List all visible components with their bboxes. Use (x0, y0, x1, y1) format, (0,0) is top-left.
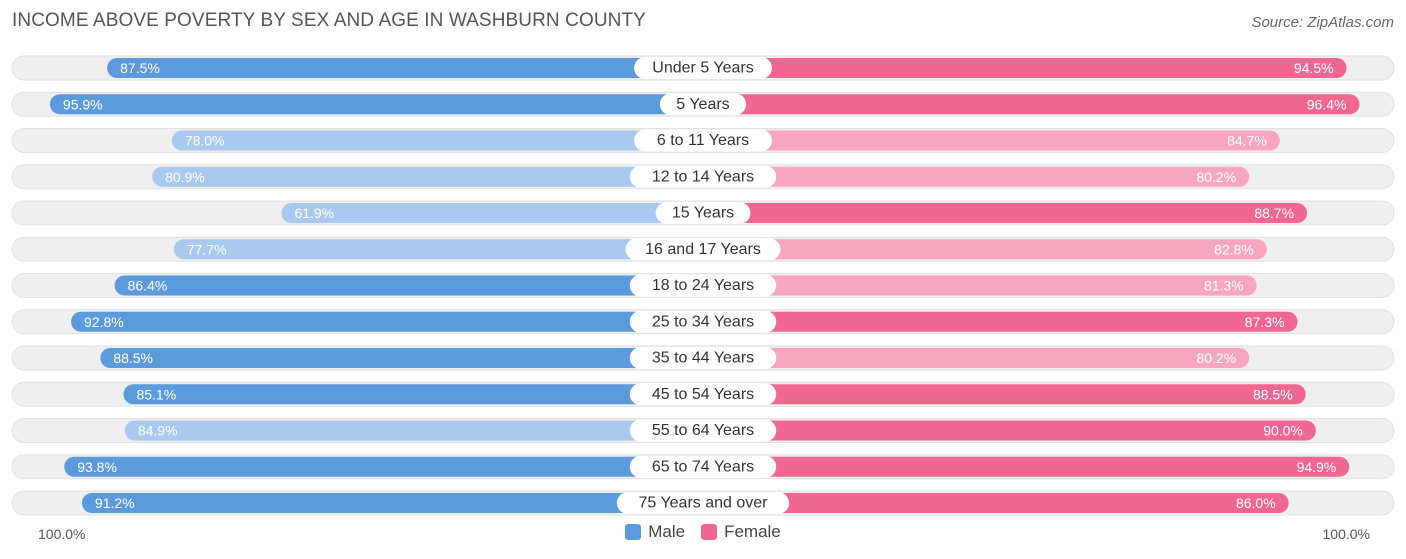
chart-source: Source: ZipAtlas.com (1251, 14, 1394, 31)
data-label-male: 87.5% (120, 60, 160, 76)
data-label-male: 80.9% (165, 169, 205, 185)
category-label-bg (629, 274, 777, 297)
bar-male (152, 166, 704, 187)
category-label-bg (629, 383, 777, 406)
bar-female (703, 166, 1250, 187)
data-label-male: 84.9% (138, 423, 178, 439)
bar-female (703, 456, 1350, 477)
category-label-bg (629, 455, 777, 478)
category-label: 65 to 74 Years (652, 458, 754, 475)
bar-female (703, 420, 1316, 441)
data-label-male: 78.0% (185, 133, 225, 149)
bar-female (703, 384, 1306, 405)
bar-female (703, 311, 1298, 332)
data-label-female: 94.9% (1297, 459, 1337, 475)
category-label: 16 and 17 Years (645, 241, 761, 258)
bar-female (703, 275, 1257, 296)
bar-female (703, 203, 1308, 223)
bar-female (703, 493, 1289, 513)
legend-item-male[interactable]: Male (625, 522, 685, 542)
bar-male (123, 384, 704, 405)
category-label-bg (634, 57, 772, 79)
data-label-female: 80.2% (1196, 169, 1236, 185)
bar-male (281, 203, 703, 223)
data-label-male: 92.8% (84, 314, 124, 330)
category-label-bg (629, 165, 777, 188)
data-label-female: 88.5% (1253, 386, 1293, 402)
bar-male (124, 420, 704, 441)
legend-label-female: Female (724, 522, 781, 541)
data-label-male: 85.1% (136, 386, 176, 402)
legend-swatch-male (625, 524, 642, 540)
data-label-male: 93.8% (77, 459, 117, 475)
bar-female (703, 348, 1250, 368)
data-label-female: 80.2% (1196, 350, 1236, 366)
bar-female (703, 94, 1360, 115)
category-label: 15 Years (672, 205, 734, 222)
category-label-bg (659, 93, 747, 116)
data-label-female: 84.7% (1227, 133, 1267, 149)
legend: Male Female (0, 522, 1406, 542)
category-label-bg (655, 202, 751, 224)
category-label-bg (629, 419, 777, 442)
data-label-female: 94.5% (1294, 60, 1334, 76)
bar-male (81, 493, 704, 513)
legend-swatch-female (701, 524, 718, 540)
category-label-bg (629, 347, 777, 369)
category-label: 25 to 34 Years (652, 313, 754, 330)
data-label-female: 81.3% (1204, 278, 1244, 294)
category-label-bg (629, 310, 777, 333)
category-label: 12 to 14 Years (652, 168, 754, 185)
bar-male (173, 239, 703, 260)
bar-male (49, 94, 703, 115)
data-label-female: 82.8% (1214, 241, 1254, 257)
bar-male (71, 311, 704, 332)
bar-female (703, 239, 1267, 260)
bar-male (114, 275, 704, 296)
category-label: 45 to 54 Years (652, 386, 754, 403)
category-label-bg (634, 129, 772, 152)
data-label-female: 86.0% (1236, 495, 1276, 511)
data-label-male: 95.9% (63, 96, 103, 112)
bar-male (107, 58, 703, 78)
data-label-male: 86.4% (128, 278, 168, 294)
bar-female (703, 130, 1280, 151)
bar-male (100, 348, 703, 368)
chart-title: INCOME ABOVE POVERTY BY SEX AND AGE IN W… (12, 10, 646, 31)
data-label-male: 61.9% (294, 205, 334, 221)
category-label: 55 to 64 Years (652, 422, 754, 439)
data-label-male: 91.2% (95, 495, 135, 511)
bar-female (703, 58, 1347, 78)
category-label: 75 Years and over (639, 495, 769, 512)
legend-item-female[interactable]: Female (701, 522, 781, 542)
category-label-bg (616, 492, 790, 514)
category-label-bg (625, 238, 781, 261)
category-label: 6 to 11 Years (657, 132, 749, 149)
category-label: 18 to 24 Years (652, 277, 754, 294)
axis-right-label: 100.0% (1322, 526, 1370, 542)
data-label-female: 88.7% (1254, 205, 1294, 221)
category-label: Under 5 Years (652, 60, 753, 77)
data-label-female: 96.4% (1307, 96, 1347, 112)
data-label-female: 87.3% (1245, 314, 1285, 330)
bar-chart: 87.5% 94.5% Under 5 Years 95.9% 96.4% 5 Years… (11, 55, 1395, 516)
bar-male (171, 130, 703, 151)
legend-label-male: Male (648, 522, 686, 541)
data-label-female: 90.0% (1263, 423, 1303, 439)
data-label-male: 88.5% (113, 350, 153, 366)
axis-left-label: 100.0% (38, 526, 86, 542)
bar-male (64, 456, 704, 477)
category-label: 35 to 44 Years (652, 350, 754, 367)
category-label: 5 Years (676, 96, 729, 113)
data-label-male: 77.7% (187, 241, 227, 257)
